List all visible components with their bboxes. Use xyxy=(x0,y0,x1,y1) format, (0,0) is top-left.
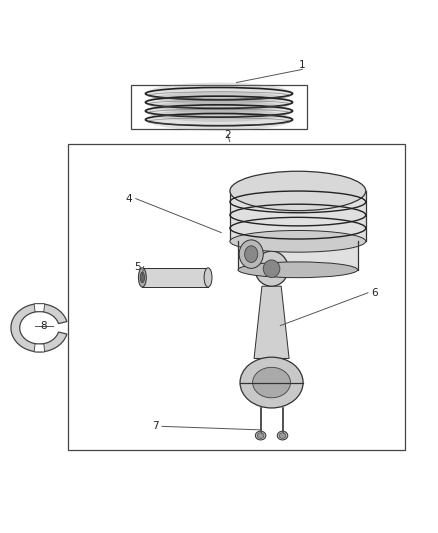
Ellipse shape xyxy=(145,109,293,131)
Text: 4: 4 xyxy=(126,193,133,204)
Ellipse shape xyxy=(240,357,303,408)
Ellipse shape xyxy=(230,230,366,252)
Bar xyxy=(142,268,208,287)
Bar xyxy=(131,85,307,128)
Ellipse shape xyxy=(255,431,266,440)
Ellipse shape xyxy=(145,91,293,114)
Ellipse shape xyxy=(255,251,288,286)
Ellipse shape xyxy=(145,83,293,104)
Ellipse shape xyxy=(257,433,264,439)
Ellipse shape xyxy=(204,268,212,287)
Polygon shape xyxy=(34,304,45,312)
Polygon shape xyxy=(254,286,289,359)
Text: 8: 8 xyxy=(40,321,47,330)
Ellipse shape xyxy=(277,431,288,440)
Ellipse shape xyxy=(263,260,280,278)
Bar xyxy=(230,191,366,241)
Ellipse shape xyxy=(138,268,146,287)
Ellipse shape xyxy=(230,171,366,211)
Ellipse shape xyxy=(253,367,290,398)
Polygon shape xyxy=(34,344,45,352)
Text: 5: 5 xyxy=(134,262,141,271)
Polygon shape xyxy=(11,304,67,352)
Bar xyxy=(68,144,405,450)
Ellipse shape xyxy=(239,240,263,268)
Ellipse shape xyxy=(245,246,258,262)
Text: 6: 6 xyxy=(371,288,378,298)
Bar xyxy=(238,241,357,270)
Ellipse shape xyxy=(279,433,286,439)
Ellipse shape xyxy=(145,100,293,122)
Ellipse shape xyxy=(140,272,145,282)
Text: 7: 7 xyxy=(152,422,159,431)
Text: 2: 2 xyxy=(224,130,231,140)
Text: 1: 1 xyxy=(299,60,306,70)
Ellipse shape xyxy=(238,262,357,278)
